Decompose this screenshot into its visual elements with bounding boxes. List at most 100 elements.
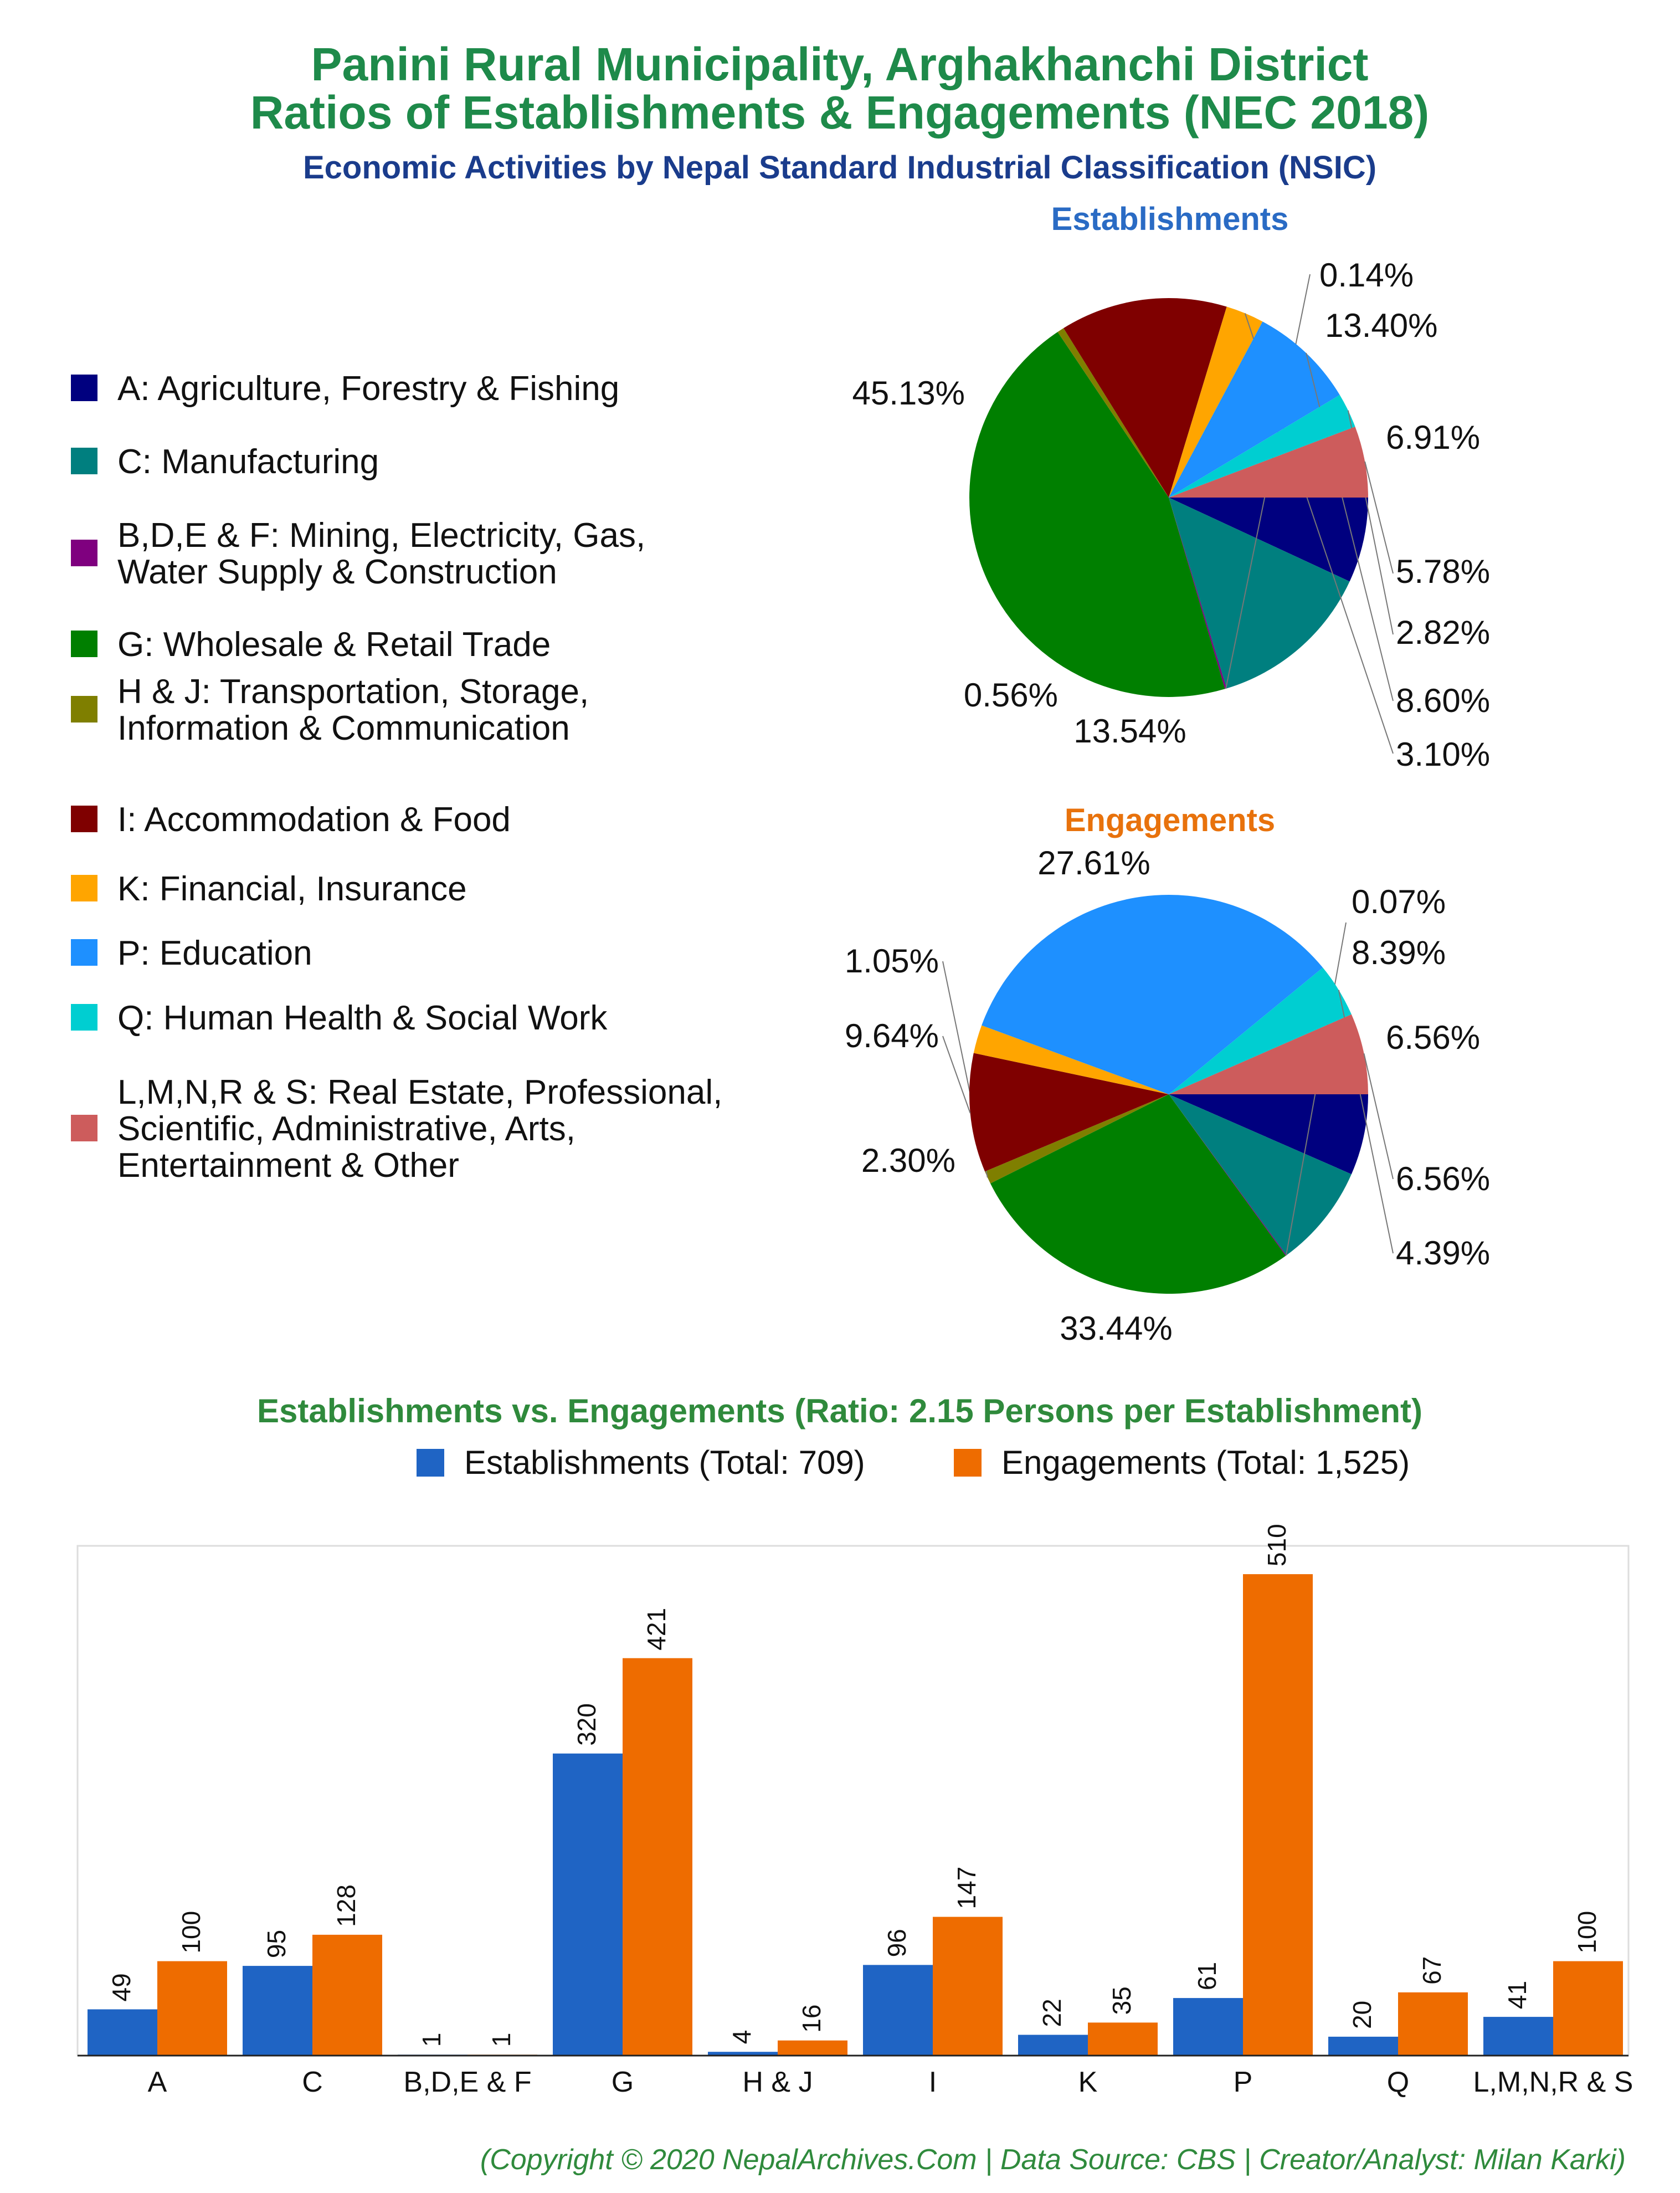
pie-label-c: 13.40% <box>1325 307 1438 344</box>
category-tick-label: C <box>302 2066 323 2098</box>
bar-value-label: 421 <box>642 1608 671 1651</box>
legend-swatch-g <box>71 631 97 657</box>
legend-swatch-hj <box>71 696 97 723</box>
bar-value-label: 20 <box>1348 2001 1376 2029</box>
category-tick-label: K <box>1078 2066 1098 2098</box>
pie-slice-bdef <box>1169 1094 1287 1256</box>
bar-value-label: 147 <box>952 1867 981 1909</box>
legend-swatch-a <box>71 375 97 401</box>
credit-line: (Copyright © 2020 NepalArchives.Com | Da… <box>480 2144 1626 2176</box>
bar-value-label: 4 <box>727 2030 756 2045</box>
category-tick-label: P <box>1234 2066 1253 2098</box>
pie-label-bdef: 0.14% <box>1319 257 1414 294</box>
pie-label-hj: 1.05% <box>845 942 939 980</box>
legend-label-i: I: Accommodation & Food <box>117 801 511 839</box>
pie-label-hj: 0.56% <box>964 677 1058 714</box>
main-title-line1: Panini Rural Municipality, Arghakhanchi … <box>311 38 1369 90</box>
legend-label-k: K: Financial, Insurance <box>117 870 467 908</box>
pie-slice-bdef <box>1169 498 1227 689</box>
legend-swatch-bdef <box>71 540 97 566</box>
bar-value-label: 61 <box>1193 1962 1221 1990</box>
legend-swatch-q <box>71 1004 97 1031</box>
legend-swatch-p <box>71 939 97 966</box>
legend-swatch-lmnrs <box>71 1115 97 1141</box>
bar-value-label: 1 <box>487 2033 516 2047</box>
pie-label-lmnrs: 6.56% <box>1396 1160 1490 1197</box>
bar-engagements <box>623 1658 692 2056</box>
bar-establishments <box>243 1966 312 2056</box>
pie-slice-k <box>973 1025 1169 1094</box>
bar-value-label: 35 <box>1107 1986 1136 2015</box>
legend-label-lmnrs: Scientific, Administrative, Arts, <box>117 1110 576 1148</box>
bar-chart-title: Establishments vs. Engagements (Ratio: 2… <box>257 1392 1422 1429</box>
bar-engagements <box>1243 1574 1313 2056</box>
pie-slice-lmnrs <box>1169 427 1368 498</box>
pie-label-i: 9.64% <box>845 1017 939 1054</box>
bar-value-label: 67 <box>1417 1956 1446 1985</box>
pie-label-q: 2.82% <box>1396 614 1490 651</box>
bar-establishments <box>1328 2036 1398 2056</box>
bar-engagements <box>312 1934 382 2056</box>
bar-establishments <box>1483 2017 1553 2056</box>
legend-label-lmnrs: Entertainment & Other <box>117 1146 459 1185</box>
bar-engagements <box>1398 1992 1468 2056</box>
bar-value-label: 41 <box>1503 1981 1532 2009</box>
bar-value-label: 100 <box>1573 1911 1601 1954</box>
pie-leader-line <box>1363 1053 1394 1180</box>
pie2-title: Engagements <box>1065 802 1275 838</box>
category-tick-label: H & J <box>742 2066 813 2098</box>
pie-slice-i <box>1064 298 1227 498</box>
pie-label-lmnrs: 5.78% <box>1396 553 1490 590</box>
bar-legend-establishments: Establishments (Total: 709) <box>464 1444 865 1481</box>
pie-label-k: 3.10% <box>1396 736 1490 773</box>
bar-establishments <box>1018 2035 1088 2056</box>
subtitle: Economic Activities by Nepal Standard In… <box>303 150 1376 186</box>
pie-slice-a <box>1169 498 1368 582</box>
bar-engagements <box>1553 1961 1623 2056</box>
category-tick-label: B,D,E & F <box>403 2066 531 2098</box>
category-tick-label: G <box>612 2066 634 2098</box>
bar-value-label: 128 <box>332 1884 361 1927</box>
pie-slice-p <box>982 895 1323 1094</box>
legend-label-lmnrs: L,M,N,R & S: Real Estate, Professional, <box>117 1073 722 1111</box>
pie-slice-c <box>1169 498 1350 689</box>
bar-legend-swatch-establishments <box>417 1449 444 1477</box>
bar-chart: 49 100 A 95 128 C 1 1 B,D,E & F 320 421 G 4 16 H & J 96… <box>88 1524 1633 2098</box>
legend-label-hj: H & J: Transportation, Storage, <box>117 673 589 711</box>
pie-slice-q <box>1169 967 1352 1094</box>
legend-label-hj: Information & Communication <box>117 709 570 747</box>
pie-slice-a <box>1169 1094 1368 1175</box>
bar-engagements <box>157 1961 227 2056</box>
pie-label-q: 4.39% <box>1396 1234 1490 1272</box>
legend-label-q: Q: Human Health & Social Work <box>117 999 608 1037</box>
bar-value-label: 22 <box>1037 1999 1066 2027</box>
legend-label-c: C: Manufacturing <box>117 443 379 481</box>
pie-label-bdef: 0.07% <box>1352 883 1446 920</box>
legend-swatch-c <box>71 448 97 474</box>
category-tick-label: A <box>148 2066 167 2098</box>
pie-label-c: 8.39% <box>1352 934 1446 971</box>
pie-label-i: 13.54% <box>1073 713 1186 750</box>
legend-label-bdef: Water Supply & Construction <box>117 553 557 591</box>
bar-establishments <box>88 2009 157 2056</box>
legend-label-a: A: Agriculture, Forestry & Fishing <box>117 370 619 408</box>
pie-slice-i <box>969 1053 1169 1172</box>
category-legend: A: Agriculture, Forestry & Fishing C: Man… <box>71 370 722 1185</box>
category-tick-label: Q <box>1387 2066 1409 2098</box>
bar-engagements <box>778 2040 847 2056</box>
pie-label-a: 6.56% <box>1386 1019 1480 1056</box>
bar-value-label: 49 <box>107 1973 136 2001</box>
pie-label-g: 45.13% <box>852 375 965 412</box>
bar-engagements <box>933 1917 1003 2056</box>
bar-establishments <box>553 1753 623 2056</box>
bar-value-label: 1 <box>417 2033 446 2047</box>
bar-value-label: 95 <box>262 1930 291 1958</box>
pie-slice-g <box>969 332 1225 697</box>
bar-establishments <box>1173 1998 1243 2056</box>
bar-value-label: 16 <box>797 2005 826 2033</box>
bar-establishments <box>708 2052 778 2056</box>
pie-label-p: 8.60% <box>1396 682 1490 719</box>
bar-value-label: 320 <box>572 1703 601 1746</box>
category-tick-label: L,M,N,R & S <box>1473 2066 1633 2098</box>
pie-slice-p <box>1169 321 1340 498</box>
